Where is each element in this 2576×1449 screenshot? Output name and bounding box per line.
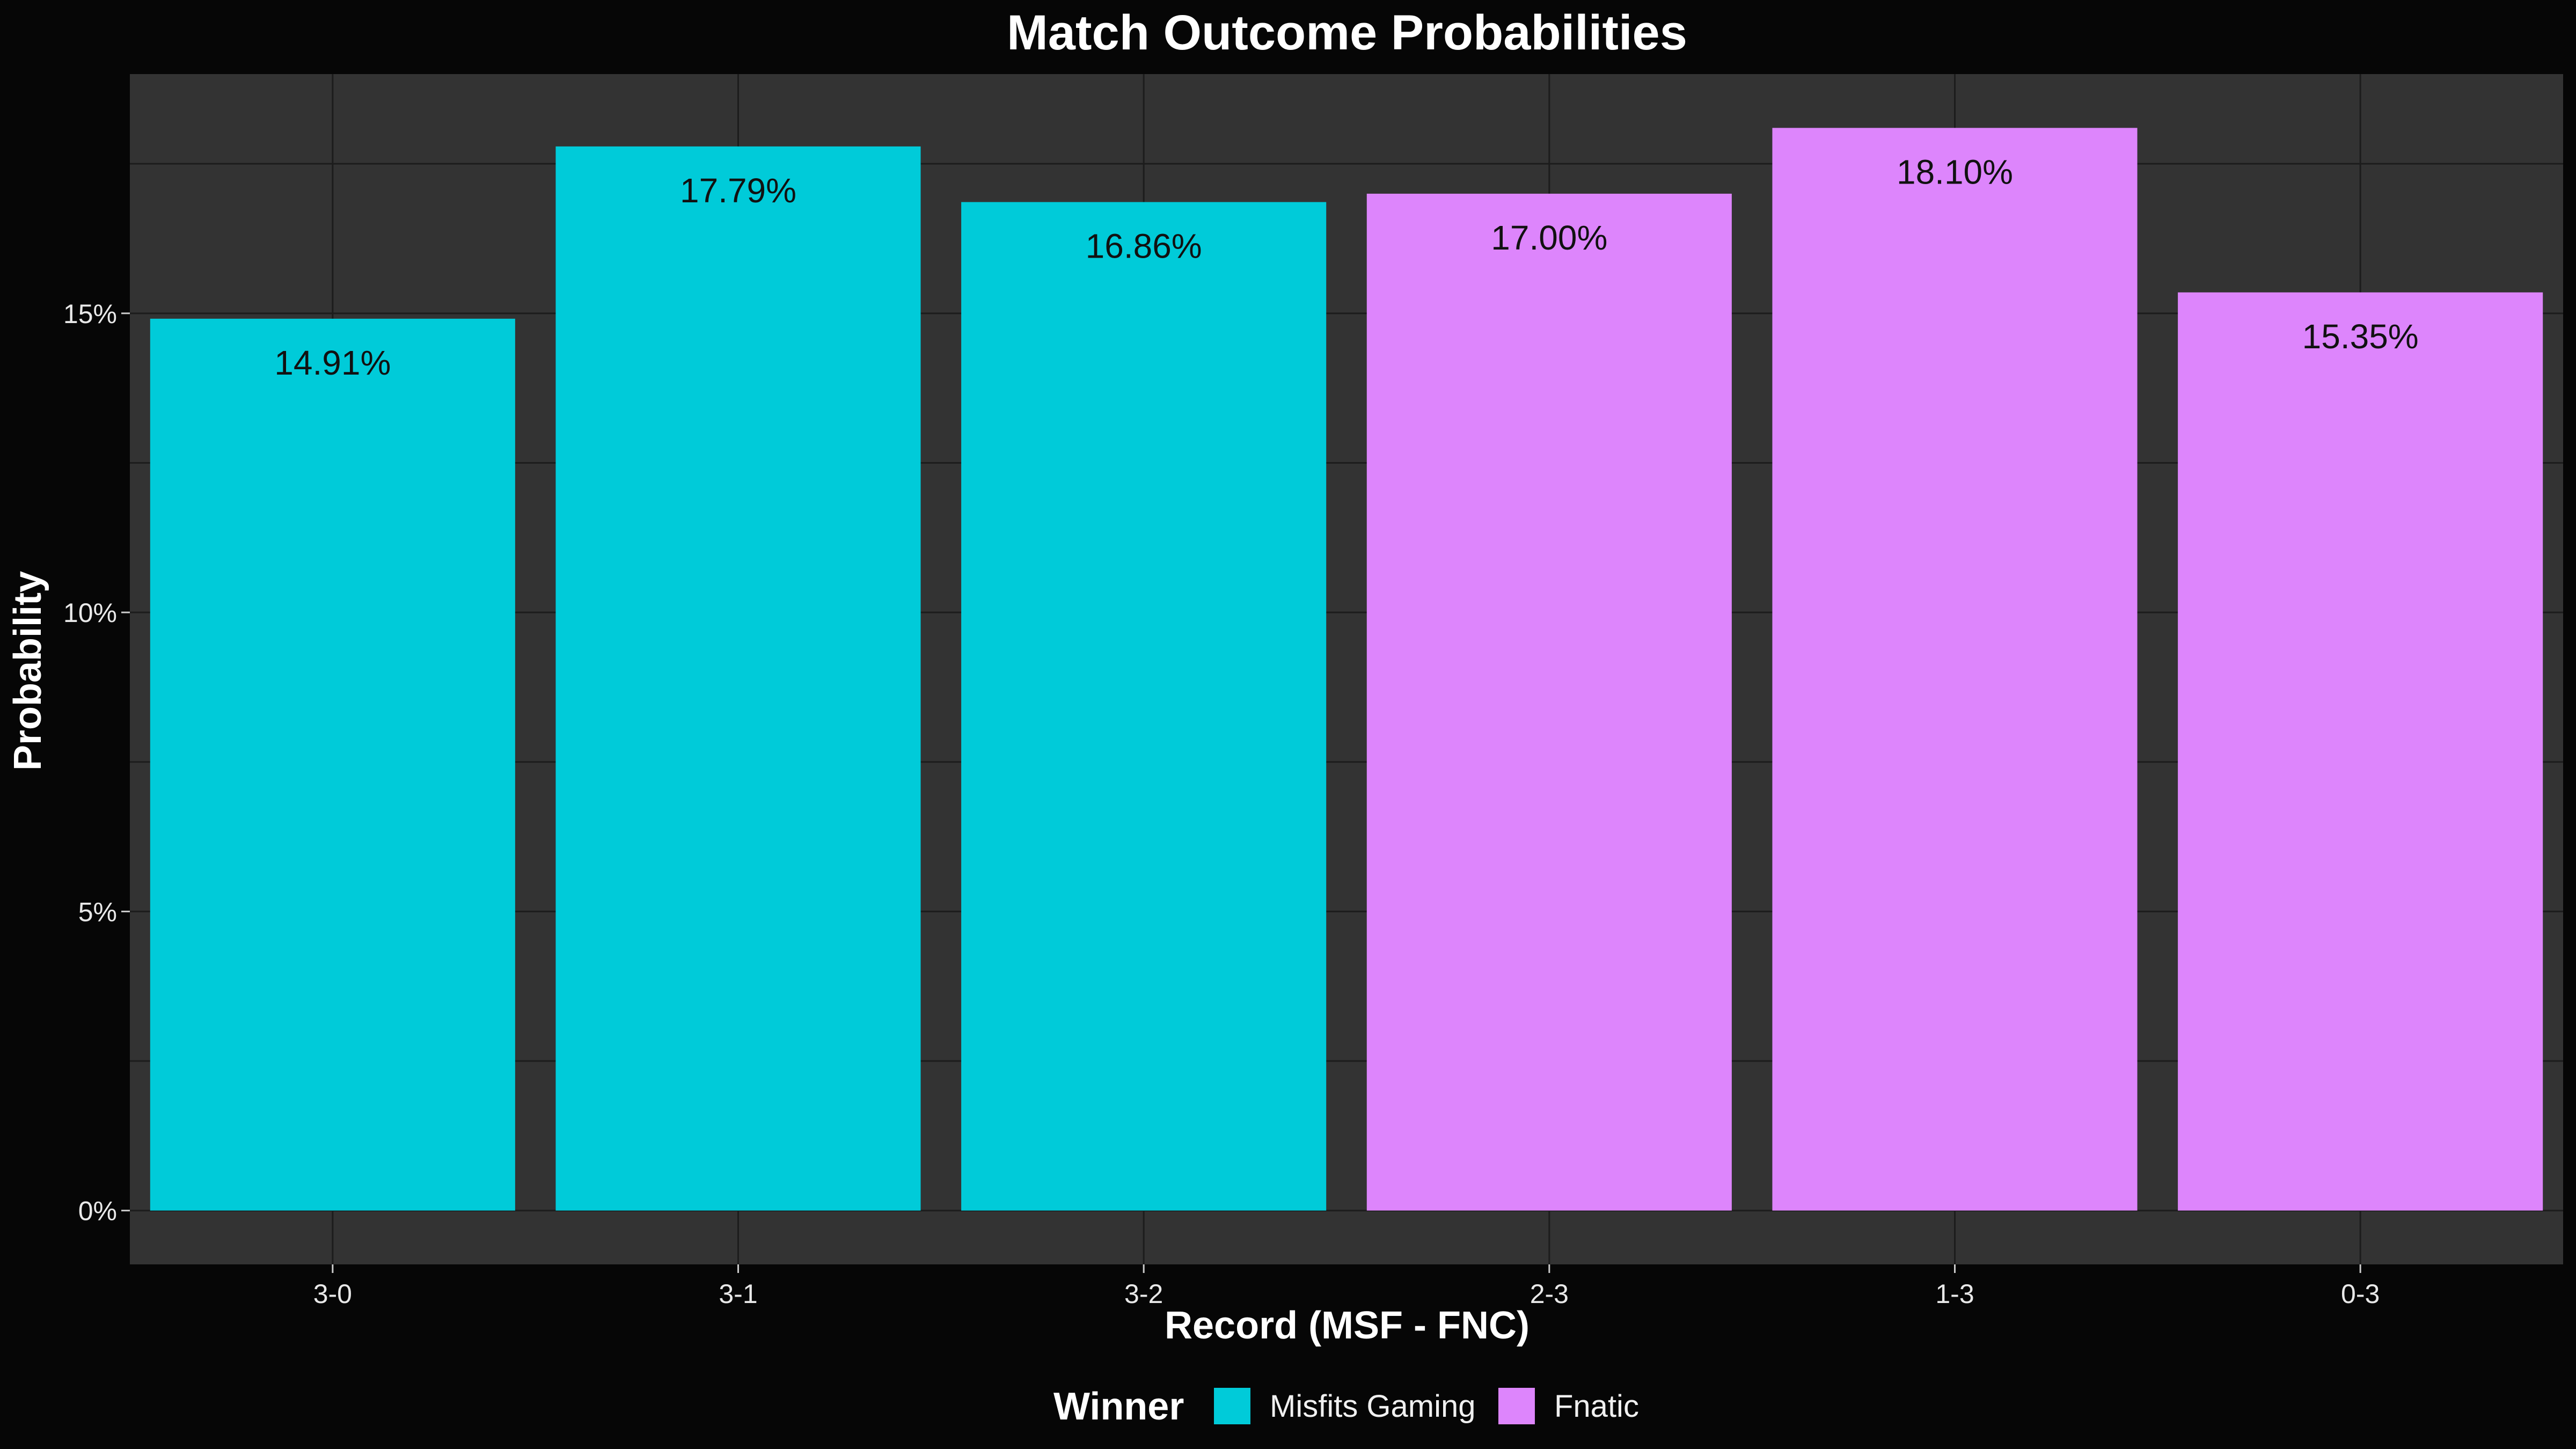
x-axis-title: Record (MSF - FNC) <box>1165 1304 1529 1347</box>
y-axis-title: Probability <box>6 571 49 771</box>
x-tick-label: 3-1 <box>719 1279 757 1309</box>
y-axis: 0% 5% 10% 15% <box>63 299 130 1226</box>
bar-1-3 <box>1772 128 2138 1211</box>
y-tick-label: 0% <box>78 1196 117 1226</box>
data-label-2-3: 17.00% <box>1491 218 1607 257</box>
bar-3-0 <box>150 318 515 1211</box>
y-tick-label: 5% <box>78 897 117 927</box>
legend-title: Winner <box>1053 1385 1184 1428</box>
x-tick-label: 3-2 <box>1124 1279 1163 1309</box>
legend-label: Fnatic <box>1554 1389 1639 1424</box>
y-tick-label: 10% <box>63 598 117 628</box>
x-tick-label: 0-3 <box>2341 1279 2380 1309</box>
y-tick-label: 15% <box>63 299 117 329</box>
data-labels-group: 14.91% 17.79% 16.86% 17.00% 18.10% 15.35% <box>274 152 2418 382</box>
data-label-3-0: 14.91% <box>274 343 391 382</box>
plot-panel <box>130 74 2563 1264</box>
bar-3-1 <box>555 146 921 1211</box>
bars-group <box>150 128 2543 1211</box>
data-label-1-3: 18.10% <box>1897 152 2013 191</box>
legend-key-1 <box>1498 1388 1535 1424</box>
data-label-3-1: 17.79% <box>680 171 796 210</box>
x-axis: 3-0 3-1 3-2 2-3 1-3 0-3 <box>313 1264 2380 1309</box>
legend-label: Misfits Gaming <box>1270 1389 1476 1424</box>
chart-title: Match Outcome Probabilities <box>1007 5 1687 60</box>
x-tick-label: 1-3 <box>1935 1279 1974 1309</box>
data-label-0-3: 15.35% <box>2302 317 2419 356</box>
bar-3-2 <box>961 202 1327 1211</box>
bar-2-3 <box>1366 193 1732 1211</box>
x-tick-label: 3-0 <box>313 1279 352 1309</box>
x-tick-label: 2-3 <box>1530 1279 1569 1309</box>
bar-0-3 <box>2178 292 2543 1211</box>
data-label-3-2: 16.86% <box>1086 227 1202 266</box>
legend: Winner Misfits Gaming Fnatic <box>1053 1385 1639 1428</box>
legend-key-0 <box>1214 1388 1250 1424</box>
